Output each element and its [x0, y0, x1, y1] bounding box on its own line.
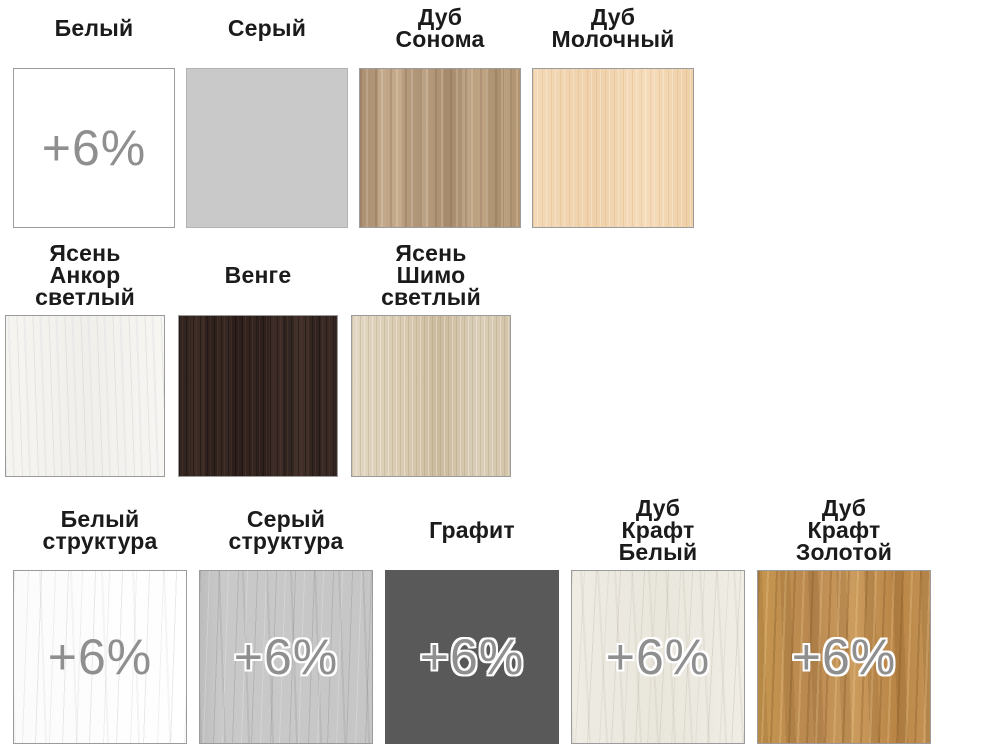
finish-option-dub-molochnyy: Дуб Молочный [532, 0, 694, 228]
surcharge-badge: +6% [41, 120, 147, 176]
finish-option-dub-kraft-zolotoy: Дуб Крафт Золотой +6% [757, 495, 931, 744]
surcharge-badge: +6% [791, 629, 897, 685]
surcharge-badge: +6% [605, 629, 711, 685]
finish-option-yasen-ankor-svetlyy: Ясень Анкор светлый [5, 240, 165, 477]
finish-label-dub-kraft-belyy: Дуб Крафт Белый [618, 495, 698, 565]
surcharge-badge: +6% [233, 629, 339, 685]
finish-option-dub-kraft-belyy: Дуб Крафт Белый +6% [571, 495, 745, 744]
swatch-dub-sonoma[interactable] [359, 68, 521, 228]
finish-row-2: Ясень Анкор светлый Венге Ясень Шимо светл… [5, 240, 511, 477]
finish-option-grafit: Графит +6% [385, 502, 559, 744]
finish-label-dub-kraft-zolotoy: Дуб Крафт Золотой [795, 495, 893, 565]
swatch-seryy-struktura[interactable]: +6% [199, 570, 373, 744]
swatch-belyy[interactable]: +6% [13, 68, 175, 228]
finish-option-dub-sonoma: Дуб Сонома [359, 0, 521, 228]
swatch-yasen-shimo-svetlyy[interactable] [351, 315, 511, 477]
swatch-seryy[interactable] [186, 68, 348, 228]
finish-label-yasen-ankor-svetlyy: Ясень Анкор светлый [35, 240, 135, 310]
finish-row-1: Белый +6% Серый Дуб Сонома Дуб Молочный [13, 0, 694, 228]
swatch-belyy-struktura[interactable]: +6% [13, 570, 187, 744]
swatch-grafit[interactable]: +6% [385, 570, 559, 744]
finish-label-belyy: Белый [54, 15, 134, 41]
swatch-yasen-ankor-svetlyy[interactable] [5, 315, 165, 477]
surcharge-badge: +6% [419, 629, 525, 685]
swatch-dub-molochnyy[interactable] [532, 68, 694, 228]
finish-option-seryy-struktura: Серый структура +6% [199, 502, 373, 744]
finish-option-seryy: Серый [186, 0, 348, 228]
finish-option-venge: Венге [178, 247, 338, 477]
finish-label-dub-sonoma: Дуб Сонома [395, 4, 485, 52]
finish-label-venge: Венге [224, 262, 292, 288]
finish-label-seryy-struktura: Серый структура [228, 506, 344, 554]
finish-option-belyy: Белый +6% [13, 0, 175, 228]
finish-label-yasen-shimo-svetlyy: Ясень Шимо светлый [381, 240, 481, 310]
finish-option-belyy-struktura: Белый структура +6% [13, 502, 187, 744]
finish-option-yasen-shimo-svetlyy: Ясень Шимо светлый [351, 240, 511, 477]
swatch-dub-kraft-belyy[interactable]: +6% [571, 570, 745, 744]
swatch-dub-kraft-zolotoy[interactable]: +6% [757, 570, 931, 744]
finish-label-grafit: Графит [429, 517, 515, 543]
finish-label-belyy-struktura: Белый структура [42, 506, 158, 554]
finish-row-3: Белый структура +6% Серый структура +6% Граф… [13, 495, 931, 744]
finish-label-dub-molochnyy: Дуб Молочный [551, 4, 675, 52]
finish-label-seryy: Серый [227, 15, 307, 41]
surcharge-badge: +6% [47, 629, 153, 685]
swatch-venge[interactable] [178, 315, 338, 477]
